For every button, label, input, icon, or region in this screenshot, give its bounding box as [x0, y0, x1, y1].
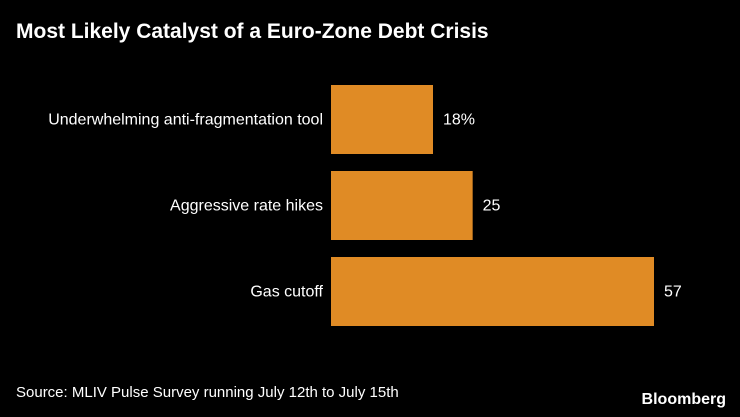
- category-label-1: Aggressive rate hikes: [170, 198, 323, 215]
- source-note: Source: MLIV Pulse Survey running July 1…: [16, 384, 399, 401]
- category-label-2: Gas cutoff: [250, 284, 323, 301]
- value-label-0: 18%: [443, 112, 475, 129]
- bar-2: [331, 257, 654, 326]
- value-label-2: 57: [664, 284, 682, 301]
- chart-title: Most Likely Catalyst of a Euro-Zone Debt…: [16, 20, 489, 43]
- bloomberg-logo: Bloomberg: [641, 391, 726, 408]
- bar-1: [331, 171, 473, 240]
- category-label-0: Underwhelming anti-fragmentation tool: [48, 112, 323, 129]
- bar-0: [331, 85, 433, 154]
- value-label-1: 25: [483, 198, 501, 215]
